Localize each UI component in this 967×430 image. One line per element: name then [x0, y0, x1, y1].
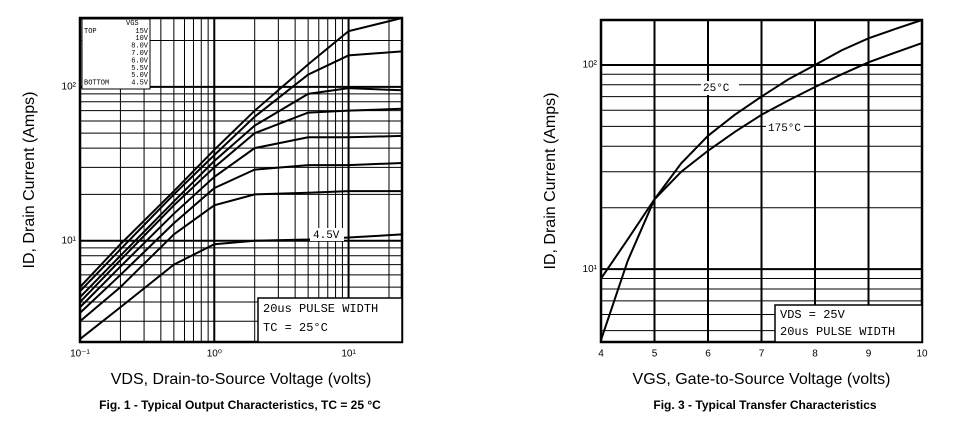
legend-entry: 10V	[135, 35, 148, 43]
curve	[79, 50, 403, 292]
curve-label: 25°C	[703, 83, 730, 95]
y-tick-label: 10¹	[62, 235, 77, 246]
label-bg	[310, 228, 344, 241]
x-tick-label: 10	[916, 349, 928, 360]
curve-label: 175°C	[768, 123, 801, 135]
plot-frame	[78, 16, 404, 344]
x-tick-label: 8	[812, 349, 818, 360]
note-box	[257, 297, 403, 343]
annotation: 20us PULSE WIDTH	[780, 325, 895, 339]
label-bg	[766, 121, 804, 135]
x-axis-label: VGS, Gate-to-Source Voltage (volts)	[633, 371, 891, 388]
annotation: 20us PULSE WIDTH	[263, 302, 378, 316]
x-tick-label: 7	[759, 349, 765, 360]
y-tick-label: 10²	[583, 60, 598, 71]
legend-top: TOP	[84, 28, 97, 36]
legend-bottom: BOTTOM	[84, 80, 109, 88]
curve	[79, 134, 403, 308]
x-tick-label: 9	[866, 349, 872, 360]
legend-entry: 5.5V	[131, 65, 149, 73]
x-axis-label: VDS, Drain-to-Source Voltage (volts)	[111, 371, 372, 388]
annotation: 4.5V	[313, 230, 340, 242]
annotation: TC = 25°C	[263, 321, 328, 335]
x-tick-label: 6	[705, 349, 711, 360]
chart: 4 5 6 7 8 9 10 10¹ 10² VGS, Gate-to-Source Voltag…	[542, 18, 928, 412]
y-tick-label: 10²	[62, 81, 77, 92]
legend-entry: 5.0V	[131, 72, 149, 80]
curve	[79, 87, 403, 298]
legend-entry: 15V	[135, 28, 148, 36]
x-tick-label: 5	[652, 349, 658, 360]
curve	[600, 42, 923, 280]
y-axis-label: ID, Drain Current (Amps)	[21, 92, 38, 269]
x-tick-label: 10⁰	[207, 349, 222, 360]
note-box	[774, 304, 923, 343]
curve	[79, 162, 403, 314]
chart: 10⁻¹ 10⁰ 10¹ 10¹ 10² VDS, Drain-to-Source Vol…	[21, 16, 404, 412]
legend-entry: 6.0V	[131, 57, 149, 65]
legend-box	[81, 18, 151, 90]
legend-entry: 7.0V	[131, 50, 149, 58]
x-tick-label: 10⁻¹	[70, 349, 90, 360]
y-axis-label: ID, Drain Current (Amps)	[542, 93, 559, 270]
legend-entry: 8.0V	[131, 43, 149, 51]
annotation: VDS = 25V	[780, 308, 846, 322]
legend-entry: 4.5V	[131, 80, 149, 88]
curve	[79, 190, 402, 323]
legend-title: VGS	[126, 20, 139, 28]
curve	[79, 107, 403, 303]
x-tick-label: 10¹	[341, 349, 356, 360]
y-tick-label: 10¹	[583, 264, 598, 275]
plot-frame	[599, 18, 924, 344]
caption: Fig. 3 - Typical Transfer Characteristic…	[653, 398, 877, 412]
caption: Fig. 1 - Typical Output Characteristics,…	[99, 398, 381, 412]
curve	[79, 17, 403, 288]
x-tick-label: 4	[598, 349, 604, 360]
label-bg	[701, 81, 739, 95]
